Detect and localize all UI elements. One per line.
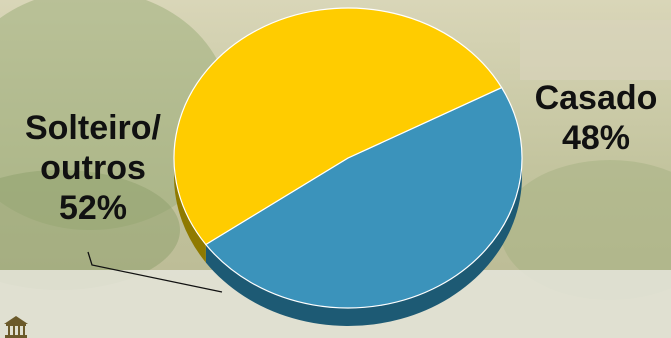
slice-value-text: 52% xyxy=(58,189,128,227)
pie-slices xyxy=(173,7,523,309)
building-logo-icon xyxy=(4,316,28,338)
slice-label-casado: Casado 48% xyxy=(526,78,666,158)
slice-label-solteiro: Solteiro/ outros 52% xyxy=(8,108,178,228)
pie-leader-lines xyxy=(87,251,223,293)
slice-label-text: Casado xyxy=(534,79,658,117)
leader-line-solteiro xyxy=(87,251,223,293)
slice-label-text-line2: outros xyxy=(40,149,146,187)
pie-slice-0 xyxy=(204,86,523,309)
slice-label-text: Solteiro/ xyxy=(24,109,162,147)
pie-slice-side-1 xyxy=(174,158,206,263)
pie-slice-1 xyxy=(173,7,503,246)
slice-value-text: 48% xyxy=(561,119,631,157)
